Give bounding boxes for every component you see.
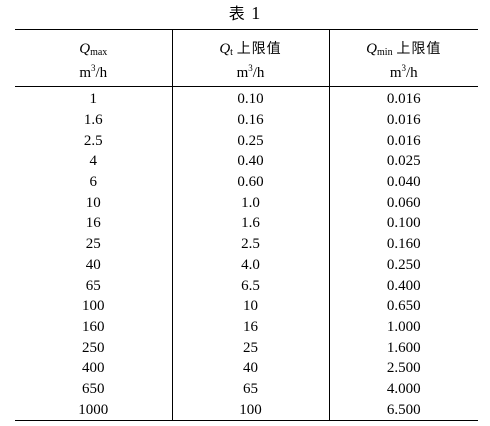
- table-row: 1.6 0.16 0.016: [15, 109, 478, 131]
- cell-qmin-upper-limit: 0.016: [386, 132, 421, 149]
- cell-qmin-upper-limit: 1.600: [386, 339, 421, 356]
- cell-qt-upper-limit: 65: [172, 378, 330, 400]
- header-qmin-upper-limit: Qmin 上限值 m3/h: [329, 29, 478, 87]
- cell-qmin-upper-limit: 0.025: [386, 153, 421, 170]
- header-qmax: Qmax m3/h: [15, 29, 173, 87]
- cell-qt-upper-limit: 4.0: [172, 254, 330, 276]
- cell-qmax: 250: [15, 337, 173, 358]
- table-row: 16 1.6 0.100: [15, 213, 478, 234]
- table-caption: 表 1: [0, 2, 490, 25]
- cell-qmin-upper-limit: 6.500: [386, 401, 421, 418]
- cell-qt-upper-limit: 0.60: [172, 171, 330, 193]
- header-qt-upper-limit: Qt 上限值 m3/h: [172, 29, 330, 87]
- cell-qt-upper-limit: 1.6: [172, 213, 330, 234]
- cell-qt-upper-limit: 100: [172, 399, 330, 421]
- cell-qmax: 10: [15, 192, 173, 214]
- cell-qmax: 4: [15, 151, 173, 172]
- table-row: 1000 100 6.500: [15, 399, 478, 421]
- header-qmin-suffix: 上限值: [396, 41, 442, 57]
- table-body: 1 0.10 0.016 1.6 0.16 0.016 2.5 0.25 0.016 4 0.40 0…: [15, 86, 478, 421]
- cell-qmax: 6: [15, 171, 173, 193]
- cell-qt-upper-limit: 0.16: [172, 109, 330, 131]
- header-qt-subscript: t: [230, 47, 233, 58]
- cell-qmax: 1000: [15, 399, 173, 421]
- cell-qmax: 25: [15, 233, 173, 255]
- cell-qmax: 16: [15, 213, 173, 234]
- caption-word: 表: [228, 4, 246, 23]
- cell-qmin-upper-limit: 2.500: [386, 360, 421, 377]
- header-qmin-subscript: min: [377, 47, 393, 58]
- table-row: 65 6.5 0.400: [15, 275, 478, 296]
- table-row: 4 0.40 0.025: [15, 151, 478, 172]
- cell-qmax: 2.5: [15, 130, 173, 152]
- cell-qmin-upper-limit: 0.160: [386, 236, 421, 253]
- cell-qmin-upper-limit: 4.000: [386, 380, 421, 397]
- header-qmax-unit: m3/h: [79, 63, 108, 81]
- cell-qt-upper-limit: 16: [172, 316, 330, 338]
- header-qmin-unit: m3/h: [389, 63, 418, 81]
- table-row: 40 4.0 0.250: [15, 254, 478, 276]
- cell-qt-upper-limit: 0.25: [172, 130, 330, 152]
- table-row: 10 1.0 0.060: [15, 192, 478, 214]
- header-qmin-symbol: Q: [366, 41, 378, 57]
- cell-qt-upper-limit: 1.0: [172, 192, 330, 214]
- cell-qmax: 1.6: [15, 109, 173, 131]
- header-qt-unit: m3/h: [236, 63, 265, 81]
- cell-qt-upper-limit: 25: [172, 337, 330, 358]
- cell-qmax: 1: [15, 86, 173, 110]
- cell-qmax: 40: [15, 254, 173, 276]
- cell-qmax: 65: [15, 275, 173, 296]
- table-row: 160 16 1.000: [15, 316, 478, 338]
- cell-qt-upper-limit: 2.5: [172, 233, 330, 255]
- header-qt-symbol: Q: [219, 41, 231, 57]
- cell-qmax: 160: [15, 316, 173, 338]
- header-qt-suffix: 上限值: [236, 41, 282, 57]
- header-qmax-symbol: Q: [79, 41, 91, 57]
- table-row: 2.5 0.25 0.016: [15, 130, 478, 152]
- cell-qmin-upper-limit: 0.250: [386, 256, 421, 273]
- cell-qmin-upper-limit: 0.016: [386, 112, 421, 129]
- flow-rate-table: Qmax m3/h Qt 上限值 m3/h Qmin 上限值: [15, 29, 478, 421]
- table-row: 1 0.10 0.016: [15, 86, 478, 110]
- cell-qmin-upper-limit: 0.040: [386, 174, 421, 191]
- table-row: 400 40 2.500: [15, 357, 478, 379]
- cell-qmin-upper-limit: 0.100: [386, 215, 421, 232]
- cell-qt-upper-limit: 40: [172, 357, 330, 379]
- header-row: Qmax m3/h Qt 上限值 m3/h Qmin 上限值: [15, 29, 478, 87]
- table-row: 650 65 4.000: [15, 378, 478, 400]
- cell-qmin-upper-limit: 0.400: [386, 277, 421, 294]
- cell-qt-upper-limit: 6.5: [172, 275, 330, 296]
- cell-qmax: 100: [15, 295, 173, 317]
- table-row: 100 10 0.650: [15, 295, 478, 317]
- cell-qt-upper-limit: 0.40: [172, 151, 330, 172]
- caption-number: 1: [251, 3, 262, 23]
- cell-qmax: 400: [15, 357, 173, 379]
- cell-qmin-upper-limit: 0.650: [386, 298, 421, 315]
- cell-qmin-upper-limit: 0.060: [386, 194, 421, 211]
- cell-qmin-upper-limit: 0.016: [386, 91, 421, 108]
- header-qmax-subscript: max: [90, 47, 108, 58]
- cell-qmax: 650: [15, 378, 173, 400]
- table-row: 250 25 1.600: [15, 337, 478, 358]
- table-row: 25 2.5 0.160: [15, 233, 478, 255]
- cell-qt-upper-limit: 0.10: [172, 86, 330, 110]
- table-row: 6 0.60 0.040: [15, 171, 478, 193]
- cell-qmin-upper-limit: 1.000: [386, 318, 421, 335]
- cell-qt-upper-limit: 10: [172, 295, 330, 317]
